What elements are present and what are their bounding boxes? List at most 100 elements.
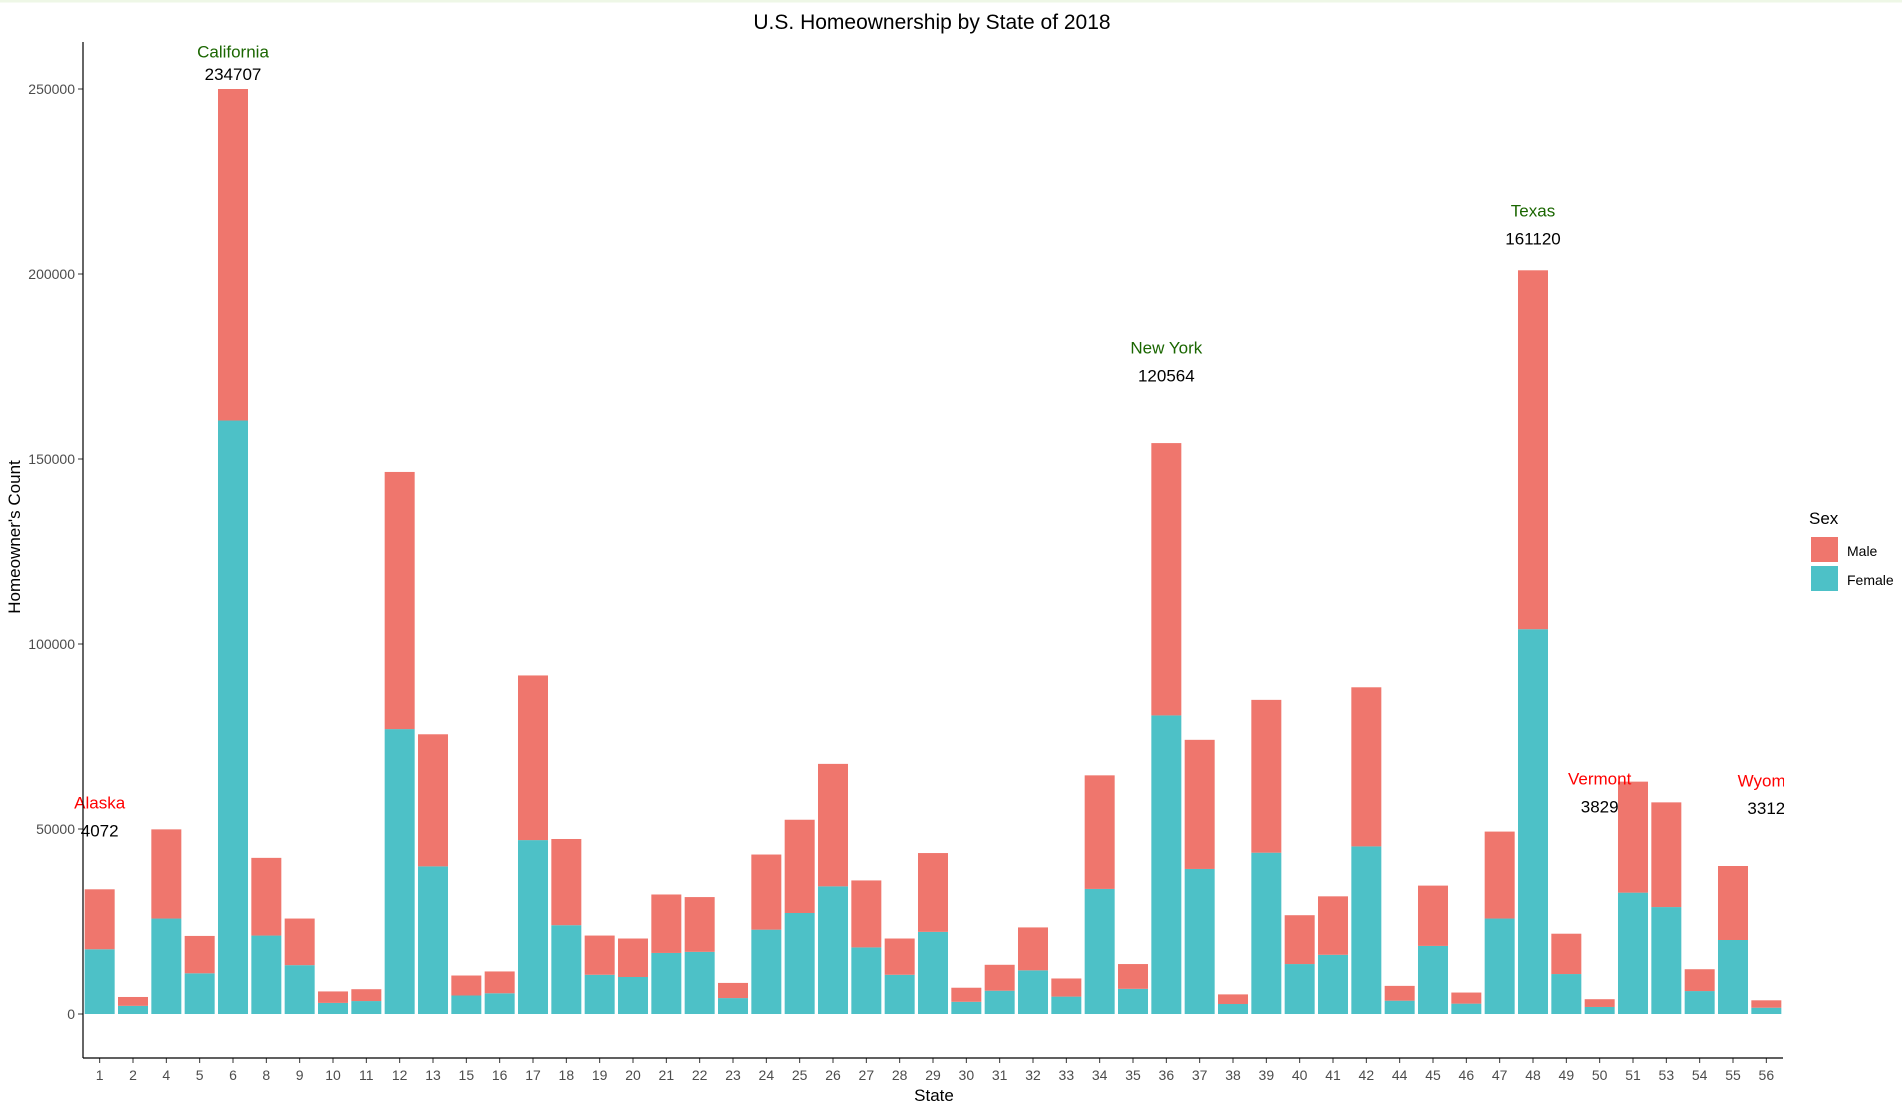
x-axis-title: State	[914, 1086, 954, 1103]
annotation-label-1: Alaska	[74, 794, 126, 813]
x-tick-label-51: 51	[1625, 1067, 1641, 1083]
bar-male-state-46	[1451, 992, 1482, 1004]
bar-female-state-1	[84, 949, 115, 1014]
legend-label-female: Female	[1847, 572, 1894, 588]
bar-male-state-36	[1151, 443, 1182, 716]
legend: Sex Male Female	[1809, 509, 1894, 591]
bar-male-state-48	[1518, 270, 1548, 630]
bar-male-state-22	[684, 897, 715, 952]
x-tick-label-13: 13	[425, 1067, 441, 1083]
bar-female-state-26	[818, 886, 848, 1014]
bar-male-state-45	[1418, 885, 1448, 946]
bar-male-state-41	[1318, 896, 1348, 955]
bar-female-state-48	[1518, 629, 1548, 1014]
x-axis-ticks: 1 2 4 5 6 8 9 10 11 12 13 15 16 17 18 19 20 21 22 23 24 25 26 2…	[96, 1058, 1774, 1083]
bar-male-state-19	[584, 935, 615, 975]
x-tick-label-44: 44	[1392, 1067, 1408, 1083]
x-tick-label-18: 18	[559, 1067, 575, 1083]
legend-swatch-male	[1811, 537, 1838, 562]
annotation-value-6: 234707	[205, 65, 262, 84]
bar-female-state-55	[1718, 940, 1748, 1014]
x-tick-label-49: 49	[1559, 1067, 1575, 1083]
bar-female-state-19	[584, 974, 615, 1014]
bar-female-state-12	[384, 729, 415, 1014]
bar-female-state-18	[551, 925, 582, 1014]
x-tick-label-53: 53	[1659, 1067, 1675, 1083]
bar-female-state-16	[484, 993, 515, 1014]
annotation-label-56: Wyomir	[1738, 771, 1796, 790]
bar-male-state-55	[1718, 866, 1748, 940]
annotation-label-36: New York	[1130, 339, 1202, 358]
x-tick-label-12: 12	[392, 1067, 408, 1083]
x-tick-label-26: 26	[825, 1067, 841, 1083]
bar-male-state-34	[1084, 775, 1115, 889]
bar-female-state-36	[1151, 715, 1182, 1014]
bar-female-state-49	[1551, 974, 1582, 1014]
bar-female-state-53	[1651, 907, 1682, 1014]
bar-female-state-22	[684, 951, 715, 1014]
bar-male-state-2	[118, 996, 148, 1006]
bar-male-state-5	[184, 935, 215, 974]
x-tick-label-46: 46	[1459, 1067, 1475, 1083]
bar-female-state-38	[1218, 1004, 1248, 1014]
bar-male-state-53	[1651, 802, 1682, 908]
x-tick-label-35: 35	[1125, 1067, 1141, 1083]
y-tick-label: 100000	[28, 636, 75, 652]
annotation-value-50: 3829	[1581, 797, 1619, 816]
bar-female-state-44	[1384, 1000, 1415, 1014]
x-tick-label-10: 10	[325, 1067, 341, 1083]
bar-female-state-30	[951, 1001, 982, 1014]
bar-male-state-49	[1551, 933, 1582, 975]
x-tick-label-48: 48	[1525, 1067, 1541, 1083]
bar-female-state-40	[1284, 964, 1315, 1014]
bar-female-state-9	[284, 965, 315, 1014]
bar-female-state-11	[351, 1001, 382, 1014]
x-tick-label-9: 9	[296, 1067, 304, 1083]
bar-female-state-54	[1684, 991, 1715, 1014]
x-tick-label-28: 28	[892, 1067, 908, 1083]
annotation-value-1: 4072	[81, 821, 119, 840]
bar-male-state-32	[1018, 927, 1048, 971]
x-tick-label-20: 20	[625, 1067, 641, 1083]
chart-title: U.S. Homeownership by State of 2018	[753, 11, 1110, 34]
x-tick-label-47: 47	[1492, 1067, 1508, 1083]
bar-male-state-17	[518, 675, 548, 841]
bar-female-state-6	[218, 420, 248, 1014]
annotation-value-56: 3312	[1747, 799, 1785, 818]
bar-female-state-51	[1618, 892, 1648, 1014]
bar-male-state-28	[884, 938, 915, 975]
bar-female-state-29	[918, 931, 948, 1014]
annotation-value-36: 120564	[1138, 366, 1195, 385]
x-tick-label-41: 41	[1325, 1067, 1341, 1083]
y-axis-title: Homeowner's Count	[5, 460, 24, 614]
bar-female-state-37	[1184, 868, 1215, 1014]
bar-female-state-56	[1751, 1007, 1782, 1014]
bar-female-state-42	[1351, 846, 1382, 1014]
bar-male-state-20	[618, 938, 648, 977]
x-tick-label-23: 23	[725, 1067, 741, 1083]
x-tick-label-22: 22	[692, 1067, 708, 1083]
y-axis-ticks: 0 50000 100000 150000 200000 250000	[28, 81, 83, 1022]
annotation-label-6: California	[197, 43, 269, 62]
bar-female-state-45	[1418, 945, 1448, 1014]
x-tick-label-32: 32	[1025, 1067, 1041, 1083]
annotation-value-48: 161120	[1505, 229, 1560, 248]
bar-male-state-12	[384, 471, 415, 730]
annotation-label-48: Texas	[1511, 202, 1555, 221]
bar-male-state-31	[984, 964, 1015, 991]
x-tick-label-21: 21	[659, 1067, 675, 1083]
bar-female-state-5	[184, 973, 215, 1014]
bar-male-state-33	[1051, 978, 1082, 997]
y-tick-label: 200000	[28, 266, 75, 282]
x-tick-label-55: 55	[1725, 1067, 1741, 1083]
x-tick-label-38: 38	[1225, 1067, 1241, 1083]
bar-male-state-35	[1118, 964, 1148, 989]
bar-female-state-35	[1118, 988, 1148, 1014]
bar-female-state-41	[1318, 954, 1348, 1014]
bar-male-state-8	[251, 857, 282, 936]
bar-male-state-40	[1284, 915, 1315, 965]
bar-female-state-32	[1018, 970, 1048, 1014]
x-tick-label-31: 31	[992, 1067, 1008, 1083]
